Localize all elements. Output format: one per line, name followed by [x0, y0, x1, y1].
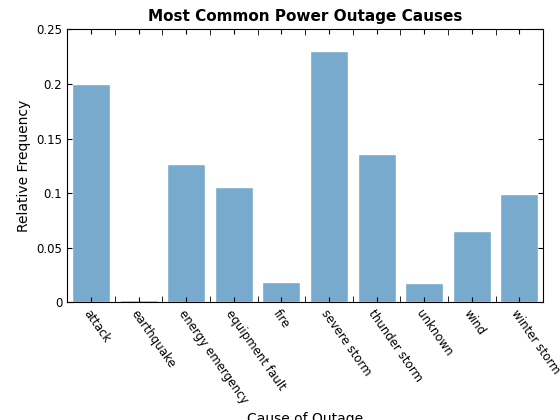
Bar [72, 84, 110, 302]
Bar [357, 154, 395, 302]
Bar [452, 231, 491, 302]
X-axis label: Cause of Outage: Cause of Outage [247, 412, 363, 420]
Title: Most Common Power Outage Causes: Most Common Power Outage Causes [148, 9, 463, 24]
Bar [167, 164, 205, 302]
Bar [262, 282, 300, 302]
Bar [120, 300, 158, 302]
Bar [500, 194, 538, 302]
Bar [310, 51, 348, 302]
Bar [405, 283, 443, 302]
Y-axis label: Relative Frequency: Relative Frequency [17, 100, 31, 232]
Bar [214, 186, 253, 302]
